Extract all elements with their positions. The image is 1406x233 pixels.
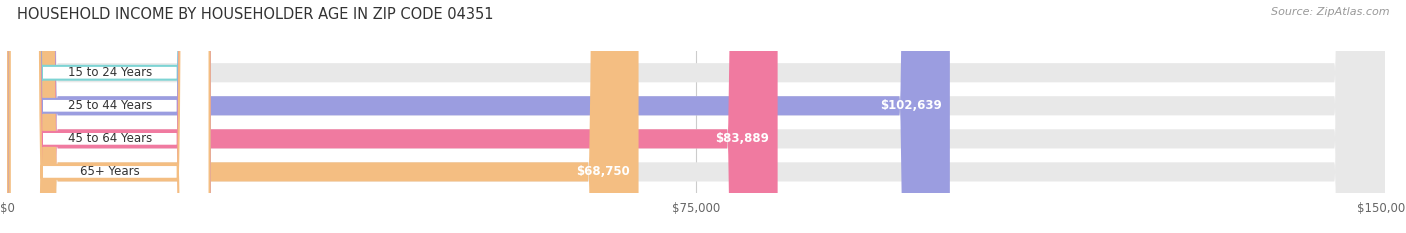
Text: $68,750: $68,750	[576, 165, 630, 178]
Text: 65+ Years: 65+ Years	[80, 165, 139, 178]
Text: $102,639: $102,639	[880, 99, 942, 112]
FancyBboxPatch shape	[7, 0, 638, 233]
FancyBboxPatch shape	[7, 0, 950, 233]
Text: 45 to 64 Years: 45 to 64 Years	[67, 132, 152, 145]
FancyBboxPatch shape	[7, 0, 1385, 233]
FancyBboxPatch shape	[10, 0, 209, 233]
Text: 25 to 44 Years: 25 to 44 Years	[67, 99, 152, 112]
FancyBboxPatch shape	[7, 0, 1385, 233]
FancyBboxPatch shape	[7, 0, 778, 233]
FancyBboxPatch shape	[10, 0, 209, 233]
Text: $0: $0	[25, 66, 39, 79]
Text: $83,889: $83,889	[716, 132, 769, 145]
FancyBboxPatch shape	[10, 0, 209, 233]
Text: Source: ZipAtlas.com: Source: ZipAtlas.com	[1271, 7, 1389, 17]
Text: HOUSEHOLD INCOME BY HOUSEHOLDER AGE IN ZIP CODE 04351: HOUSEHOLD INCOME BY HOUSEHOLDER AGE IN Z…	[17, 7, 494, 22]
Text: 15 to 24 Years: 15 to 24 Years	[67, 66, 152, 79]
FancyBboxPatch shape	[7, 0, 1385, 233]
FancyBboxPatch shape	[7, 0, 1385, 233]
FancyBboxPatch shape	[10, 0, 209, 233]
